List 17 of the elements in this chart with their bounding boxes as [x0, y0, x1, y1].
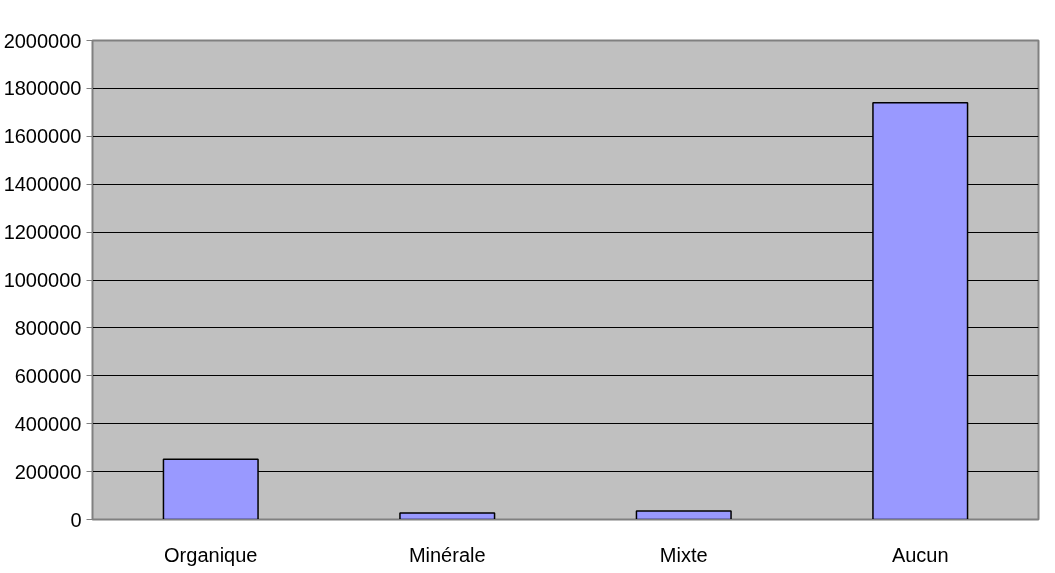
y-tick-label: 600000 [14, 364, 82, 387]
x-tick-label: Minérale [408, 543, 486, 566]
x-tick-label: Mixte [659, 543, 708, 566]
y-tick-label: 2000000 [3, 29, 82, 52]
x-tick-label: Organique [164, 543, 258, 566]
bar [399, 512, 496, 520]
y-tick-label: 800000 [14, 316, 82, 339]
y-tick-label: 1800000 [3, 77, 82, 100]
y-tick-label: 1000000 [3, 269, 82, 291]
bar [635, 510, 732, 520]
y-tick-label: 0 [70, 508, 82, 531]
x-tick-label: Aucun [891, 543, 949, 566]
y-tick-label: 200000 [14, 460, 82, 483]
y-tick-label: 1600000 [3, 125, 82, 148]
y-tick-label: 1400000 [3, 173, 82, 196]
y-tick-label: 1200000 [3, 221, 82, 244]
y-tick-label: 400000 [14, 412, 82, 435]
